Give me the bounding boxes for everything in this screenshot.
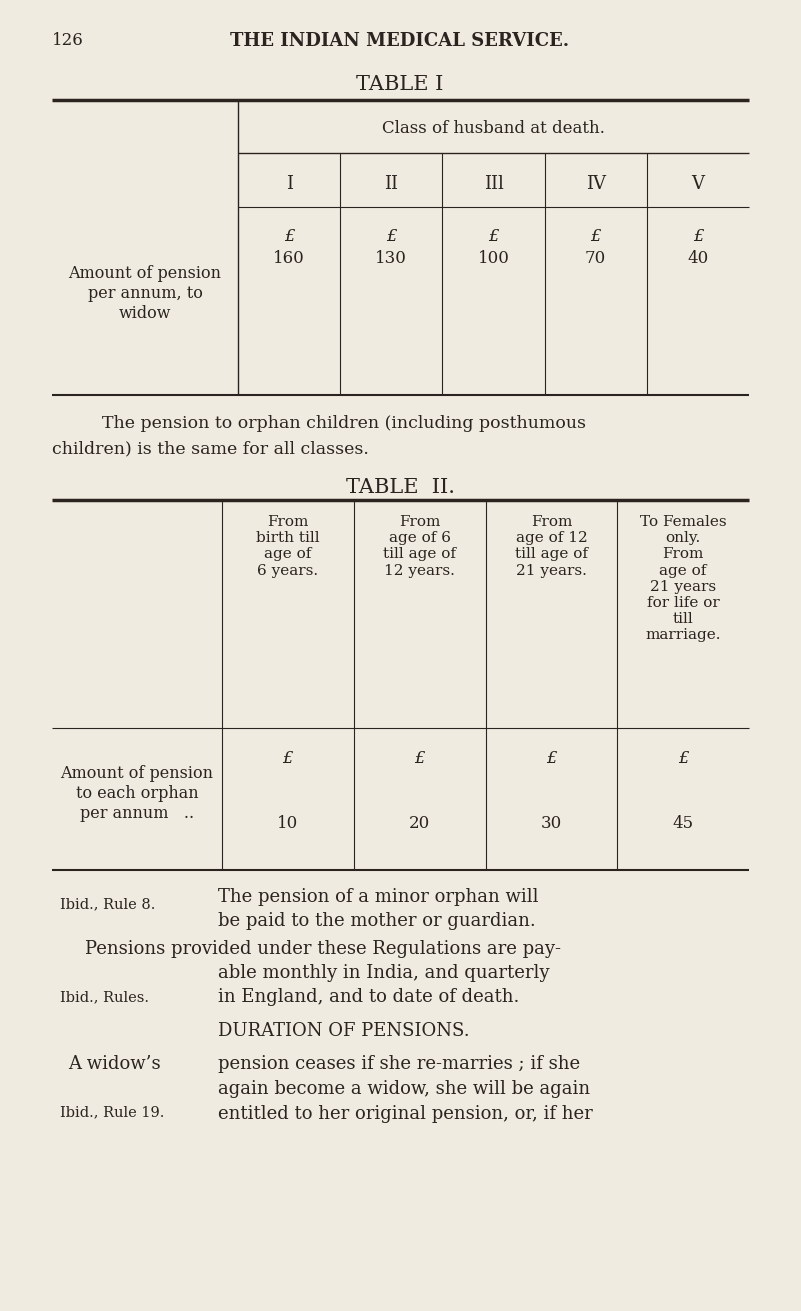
Text: 10: 10 [277, 815, 299, 832]
Text: £: £ [590, 228, 601, 245]
Text: TABLE I: TABLE I [356, 75, 444, 94]
Text: in England, and to date of death.: in England, and to date of death. [218, 988, 519, 1006]
Text: The pension to orphan children (including posthumous: The pension to orphan children (includin… [80, 416, 586, 433]
Text: The pension of a minor orphan will: The pension of a minor orphan will [218, 888, 538, 906]
Text: THE INDIAN MEDICAL SERVICE.: THE INDIAN MEDICAL SERVICE. [231, 31, 570, 50]
Text: per annum   ..: per annum .. [80, 805, 194, 822]
Text: A widow’s: A widow’s [68, 1055, 161, 1072]
Text: DURATION OF PENSIONS.: DURATION OF PENSIONS. [218, 1023, 469, 1040]
Text: to each orphan: to each orphan [75, 785, 199, 802]
Text: 30: 30 [541, 815, 562, 832]
Text: Amount of pension: Amount of pension [61, 766, 214, 781]
Text: 70: 70 [585, 250, 606, 267]
Text: again become a widow, she will be again: again become a widow, she will be again [218, 1080, 590, 1099]
Text: £: £ [386, 228, 396, 245]
Text: 160: 160 [273, 250, 305, 267]
Text: Ibid., Rule 19.: Ibid., Rule 19. [60, 1105, 164, 1120]
Text: £: £ [414, 750, 425, 767]
Text: From
age of 6
till age of
12 years.: From age of 6 till age of 12 years. [383, 515, 456, 578]
Text: pension ceases if she re-marries ; if she: pension ceases if she re-marries ; if sh… [218, 1055, 580, 1072]
Text: able monthly in India, and quarterly: able monthly in India, and quarterly [218, 964, 549, 982]
Text: Amount of pension: Amount of pension [69, 265, 222, 282]
Text: £: £ [678, 750, 688, 767]
Text: I: I [286, 174, 292, 193]
Text: be paid to the mother or guardian.: be paid to the mother or guardian. [218, 912, 536, 929]
Text: Pensions provided under these Regulations are pay-: Pensions provided under these Regulation… [85, 940, 561, 958]
Text: £: £ [284, 228, 295, 245]
Text: children) is the same for all classes.: children) is the same for all classes. [52, 440, 369, 458]
Text: To Females
only.
From
age of
21 years
for life or
till
marriage.: To Females only. From age of 21 years fo… [640, 515, 727, 642]
Text: From
birth till
age of
6 years.: From birth till age of 6 years. [256, 515, 320, 578]
Text: 130: 130 [376, 250, 407, 267]
Text: Class of husband at death.: Class of husband at death. [382, 121, 605, 138]
Text: Ibid., Rule 8.: Ibid., Rule 8. [60, 897, 155, 911]
Text: TABLE  II.: TABLE II. [345, 479, 454, 497]
Text: V: V [691, 174, 704, 193]
Text: II: II [384, 174, 398, 193]
Text: £: £ [488, 228, 499, 245]
Text: IIl: IIl [484, 174, 504, 193]
Text: IV: IV [586, 174, 606, 193]
Text: 40: 40 [687, 250, 709, 267]
Text: Ibid., Rules.: Ibid., Rules. [60, 990, 149, 1004]
Text: widow: widow [119, 305, 171, 323]
Text: 20: 20 [409, 815, 430, 832]
Text: £: £ [546, 750, 557, 767]
Text: £: £ [283, 750, 293, 767]
Text: 100: 100 [477, 250, 509, 267]
Text: From
age of 12
till age of
21 years.: From age of 12 till age of 21 years. [515, 515, 588, 578]
Text: per annum, to: per annum, to [87, 284, 203, 302]
Text: 45: 45 [673, 815, 694, 832]
Text: £: £ [693, 228, 703, 245]
Text: 126: 126 [52, 31, 84, 49]
Text: entitled to her original pension, or, if her: entitled to her original pension, or, if… [218, 1105, 593, 1124]
